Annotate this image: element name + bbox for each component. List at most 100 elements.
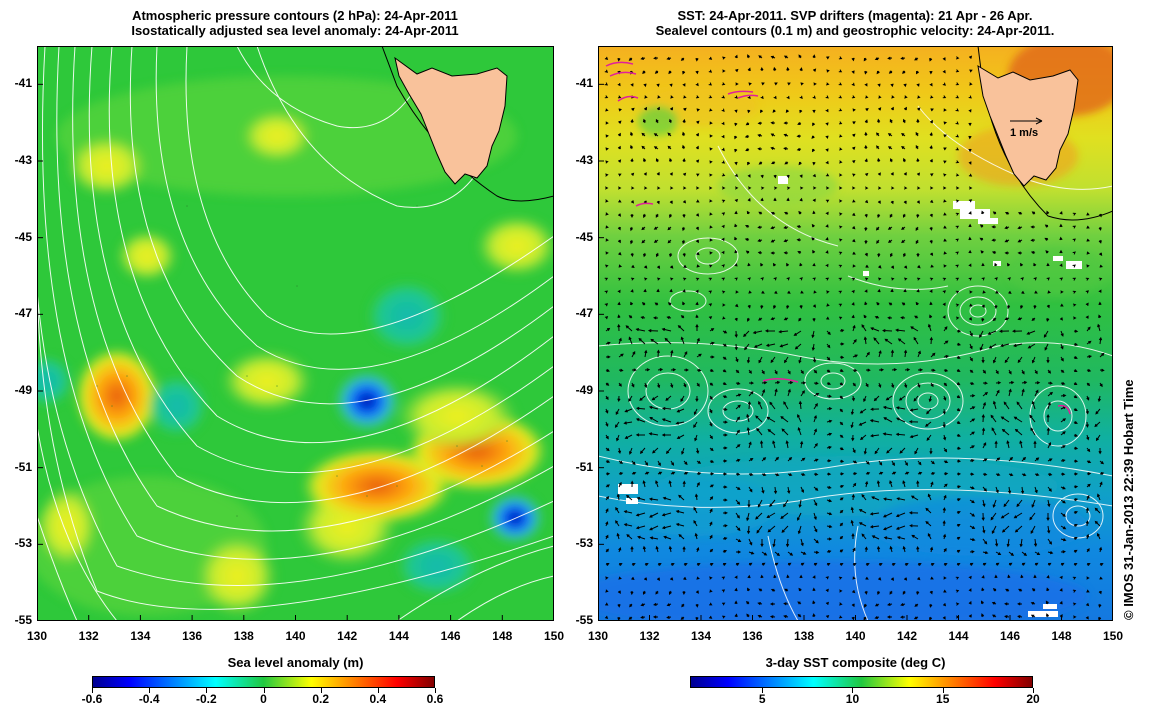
velocity-arrow: [812, 613, 816, 618]
velocity-arrow: [1013, 512, 1023, 519]
velocity-arrow: [757, 133, 763, 138]
sealevel-contours: [598, 105, 1113, 621]
velocity-arrow: [929, 213, 933, 218]
velocity-arrow: [721, 264, 725, 268]
velocity-arrow: [861, 324, 867, 332]
velocity-arrow: [812, 317, 816, 322]
velocity-arrow: [649, 525, 659, 531]
velocity-arrow: [696, 481, 700, 488]
velocity-arrow: [883, 525, 893, 531]
velocity-arrow: [955, 277, 960, 281]
velocity-arrow: [618, 563, 623, 566]
velocity-arrow: [929, 239, 933, 244]
velocity-arrow: [770, 133, 776, 137]
velocity-arrow: [911, 534, 919, 540]
velocity-arrow: [1096, 532, 1101, 540]
velocity-arrow: [851, 57, 855, 62]
velocity-arrow: [773, 66, 777, 72]
velocity-arrow: [1047, 562, 1052, 566]
velocity-arrow: [695, 301, 699, 306]
velocity-arrow: [852, 160, 856, 164]
velocity-arrow: [838, 186, 843, 190]
velocity-arrow: [812, 262, 816, 267]
velocity-arrow: [864, 119, 868, 124]
velocity-arrow: [878, 95, 882, 99]
velocity-arrow: [722, 524, 728, 528]
velocity-arrow: [942, 70, 946, 74]
velocity-arrow: [838, 199, 843, 203]
velocity-arrow: [968, 161, 972, 165]
velocity-arrow: [797, 251, 802, 254]
velocity-arrow: [734, 277, 738, 281]
velocity-arrow: [696, 460, 702, 464]
velocity-arrow: [990, 512, 997, 521]
velocity-arrow: [900, 615, 906, 619]
velocity-arrow: [942, 408, 946, 415]
velocity-arrow: [1094, 520, 1101, 527]
velocity-arrow: [735, 458, 741, 462]
velocity-arrow: [746, 525, 751, 535]
velocity-arrow: [878, 577, 882, 581]
velocity-arrow: [1098, 239, 1102, 244]
velocity-arrow: [1086, 355, 1093, 359]
velocity-arrow: [883, 536, 893, 540]
velocity-arrow: [864, 131, 868, 137]
velocity-arrow: [1008, 369, 1012, 375]
velocity-arrow: [605, 238, 609, 242]
velocity-arrow: [926, 408, 932, 415]
velocity-arrow: [734, 587, 738, 592]
velocity-arrow: [669, 213, 673, 219]
velocity-arrow: [757, 602, 763, 606]
velocity-arrow: [1021, 456, 1027, 462]
velocity-arrow: [798, 317, 802, 322]
velocity-arrow: [638, 337, 646, 345]
velocity-arrow: [917, 95, 921, 99]
velocity-arrow: [851, 289, 855, 294]
velocity-arrow: [1086, 238, 1090, 242]
velocity-arrow: [1047, 441, 1052, 449]
velocity-arrow: [721, 134, 725, 139]
velocity-arrow: [995, 486, 999, 494]
velocity-arrow: [652, 615, 659, 619]
velocity-arrow: [956, 329, 962, 333]
velocity-arrow: [991, 427, 997, 436]
velocity-arrow: [708, 290, 713, 294]
velocity-arrow: [722, 563, 727, 566]
tasmania-land-right: [977, 65, 1079, 187]
velocity-arrow: [649, 416, 659, 423]
right-map-title: SST: 24-Apr-2011. SVP drifters (magenta)…: [595, 8, 1115, 38]
velocity-arrow: [678, 494, 685, 501]
velocity-arrow: [735, 538, 742, 542]
velocity-arrow: [870, 327, 880, 332]
velocity-arrow: [760, 109, 763, 114]
velocity-arrow: [839, 459, 845, 463]
velocity-arrow: [748, 538, 753, 546]
velocity-arrow: [617, 95, 622, 99]
velocity-arrow: [882, 405, 893, 410]
velocity-arrow: [852, 121, 856, 125]
velocity-arrow: [643, 252, 647, 258]
velocity-arrow: [896, 536, 906, 540]
velocity-arrow: [665, 395, 672, 401]
velocity-arrow: [826, 459, 832, 463]
velocity-arrow: [721, 290, 726, 294]
velocity-arrow: [657, 563, 662, 566]
velocity-arrow: [695, 239, 699, 244]
velocity-arrow: [1060, 369, 1065, 373]
velocity-arrow: [877, 288, 881, 293]
velocity-arrow: [797, 427, 802, 436]
left-map-title: Atmospheric pressure contours (2 hPa): 2…: [40, 8, 550, 38]
velocity-arrow: [760, 574, 764, 579]
velocity-arrow: [904, 471, 910, 475]
velocity-arrow: [657, 265, 661, 270]
velocity-arrow: [734, 109, 738, 114]
velocity-arrow: [683, 382, 687, 388]
velocity-arrow: [968, 263, 972, 267]
velocity-arrow: [991, 238, 997, 242]
velocity-arrow: [1059, 211, 1063, 215]
velocity-arrow: [955, 576, 960, 580]
velocity-arrow: [904, 460, 908, 467]
velocity-arrow: [644, 563, 649, 566]
velocity-arrow: [783, 401, 789, 410]
sla-stipple: [96, 205, 508, 517]
